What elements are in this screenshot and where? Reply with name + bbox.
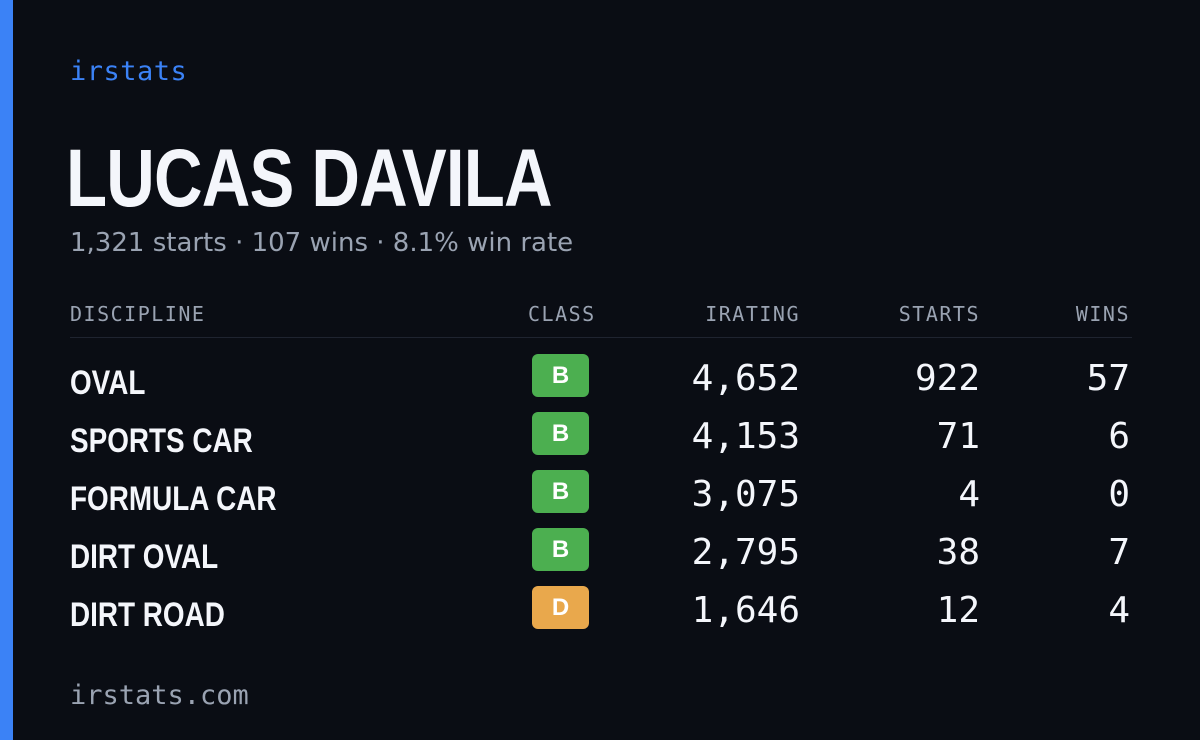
table-row: OVAL B 4,652 922 57 (70, 354, 1132, 412)
row-discipline: DIRT OVAL (70, 538, 219, 576)
header-discipline: DISCIPLINE (70, 302, 206, 326)
class-badge: B (532, 528, 589, 571)
table-row: DIRT ROAD D 1,646 12 4 (70, 586, 1132, 644)
row-discipline: SPORTS CAR (70, 422, 253, 460)
header-wins: WINS (1075, 302, 1130, 326)
table-row: DIRT OVAL B 2,795 38 7 (70, 528, 1132, 586)
row-starts: 4 (958, 474, 980, 515)
row-discipline: OVAL (70, 364, 146, 402)
row-class: D (532, 586, 589, 629)
class-badge: B (532, 470, 589, 513)
table-row: FORMULA CAR B 3,075 4 0 (70, 470, 1132, 528)
class-badge: D (532, 586, 589, 629)
row-wins: 6 (1108, 416, 1130, 457)
header-class: CLASS (528, 302, 596, 326)
career-summary: 1,321 starts · 107 wins · 8.1% win rate (70, 228, 574, 258)
class-badge: B (532, 354, 589, 397)
row-irating: 4,652 (691, 358, 800, 399)
row-wins: 57 (1086, 358, 1130, 399)
accent-bar (0, 0, 13, 740)
table-row: SPORTS CAR B 4,153 71 6 (70, 412, 1132, 470)
table-header: DISCIPLINE CLASS IRATING STARTS WINS (70, 298, 1132, 338)
discipline-table: DISCIPLINE CLASS IRATING STARTS WINS OVA… (70, 298, 1132, 644)
row-class: B (532, 412, 589, 455)
row-class: B (532, 528, 589, 571)
class-badge: B (532, 412, 589, 455)
row-wins: 0 (1108, 474, 1130, 515)
header-starts: STARTS (898, 302, 980, 326)
row-starts: 12 (936, 590, 980, 631)
row-class: B (532, 354, 589, 397)
row-irating: 1,646 (691, 590, 800, 631)
row-starts: 922 (914, 358, 980, 399)
row-discipline: DIRT ROAD (70, 596, 225, 634)
row-irating: 2,795 (691, 532, 800, 573)
row-discipline: FORMULA CAR (70, 480, 277, 518)
row-irating: 3,075 (691, 474, 800, 515)
row-starts: 38 (936, 532, 980, 573)
row-wins: 4 (1108, 590, 1130, 631)
header-irating: IRATING (705, 302, 800, 326)
row-irating: 4,153 (691, 416, 800, 457)
footer-url: irstats.com (70, 680, 249, 711)
row-starts: 71 (936, 416, 980, 457)
driver-name: LUCAS DAVILA (66, 133, 553, 224)
table-body: OVAL B 4,652 922 57 SPORTS CAR B 4,153 7… (70, 354, 1132, 644)
row-wins: 7 (1108, 532, 1130, 573)
row-class: B (532, 470, 589, 513)
brand-logo-text: irstats (70, 56, 188, 87)
